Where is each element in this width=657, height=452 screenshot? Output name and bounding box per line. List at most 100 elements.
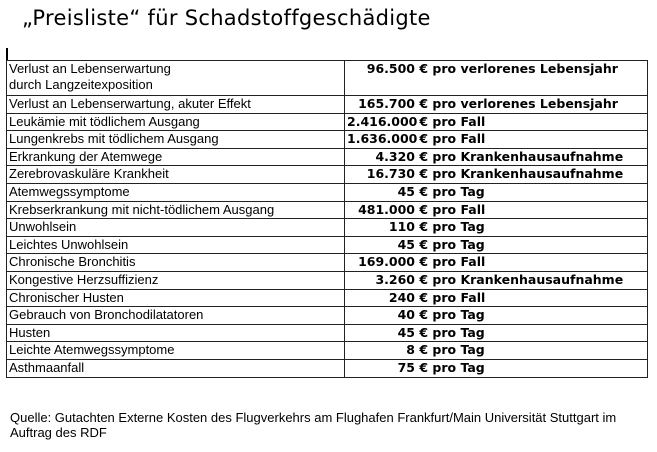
price-cell: 110 € pro Tag bbox=[344, 218, 648, 237]
amount: 75 bbox=[397, 359, 415, 375]
table-row: Kongestive Herzsuffizienz 3.260 € pro Kr… bbox=[6, 270, 648, 290]
amount: 45 bbox=[397, 324, 415, 340]
price-cell: 3.260 € pro Krankenhausaufnahme bbox=[344, 270, 648, 290]
table-row: Chronische Bronchitis 169.000 € pro Fall bbox=[6, 253, 648, 272]
price-cell: 240 € pro Fall bbox=[344, 288, 648, 308]
condition-cell: Zerebrovaskuläre Krankheit bbox=[6, 165, 345, 184]
price-cell: 16.730 € pro Krankenhausaufnahme bbox=[344, 165, 648, 184]
condition-cell: Unwohlsein bbox=[6, 218, 345, 237]
row-label: Erkrankung der Atemwege bbox=[9, 148, 163, 164]
table-row: Leukämie mit tödlichem Ausgang 2.416.000… bbox=[6, 112, 648, 132]
row-label: Chronische Bronchitis bbox=[9, 254, 136, 270]
row-label: Lungenkrebs mit tödlichem Ausgang bbox=[9, 131, 219, 147]
table-row: Gebrauch von Bronchodilatatoren 40 € pro… bbox=[6, 306, 648, 325]
price-table: Verlust an Lebenserwartung durch Langzeit… bbox=[6, 60, 648, 378]
unit: € pro Tag bbox=[419, 342, 485, 358]
amount: 165.700 bbox=[358, 96, 415, 111]
price-cell: 169.000 € pro Fall bbox=[344, 253, 648, 272]
unit: € pro Tag bbox=[419, 324, 485, 340]
condition-cell: Chronische Bronchitis bbox=[6, 253, 345, 272]
table-row: Lungenkrebs mit tödlichem Ausgang 1.636.… bbox=[6, 130, 648, 149]
condition-cell: Verlust an Lebenserwartung durch Langzeit… bbox=[6, 60, 345, 96]
price-cell: 8 € pro Tag bbox=[344, 341, 648, 360]
unit: € pro Tag bbox=[419, 359, 485, 375]
amount: 8 bbox=[406, 342, 415, 358]
row-label: Leichte Atemwegssymptome bbox=[9, 342, 175, 358]
table-row: Leichte Atemwegssymptome 8 € pro Tag bbox=[6, 341, 648, 360]
table-row: Verlust an Lebenserwartung durch Langzeit… bbox=[6, 60, 648, 96]
unit: € pro Fall bbox=[419, 201, 486, 217]
condition-cell: Leichte Atemwegssymptome bbox=[6, 341, 345, 360]
row-label-line2: durch Langzeitexposition bbox=[9, 77, 153, 92]
amount: 4.320 bbox=[375, 148, 415, 164]
price-cell: 45 € pro Tag bbox=[344, 235, 648, 255]
row-label: Husten bbox=[9, 324, 51, 340]
row-label: Zerebrovaskuläre Krankheit bbox=[9, 166, 169, 182]
table-row: Leichtes Unwohlsein 45 € pro Tag bbox=[6, 235, 648, 255]
unit: € pro Tag bbox=[419, 219, 485, 235]
row-label: Asthmaanfall bbox=[9, 359, 85, 375]
price-cell: 45 € pro Tag bbox=[344, 323, 648, 343]
table-row: Atemwegssymptome 45 € pro Tag bbox=[6, 182, 648, 202]
unit: € pro Tag bbox=[419, 307, 485, 323]
amount: 110 bbox=[388, 219, 415, 235]
unit: € pro Fall bbox=[419, 131, 486, 147]
row-label: Krebserkrankung mit nicht-tödlichem Ausg… bbox=[9, 201, 275, 217]
row-label: Unwohlsein bbox=[9, 219, 77, 235]
amount: 1.636.000 bbox=[347, 131, 418, 147]
amount: 40 bbox=[397, 307, 415, 323]
row-label: Atemwegssymptome bbox=[9, 183, 130, 199]
price-cell: 75 € pro Tag bbox=[344, 358, 648, 378]
unit: € pro Tag bbox=[419, 183, 485, 199]
condition-cell: Chronischer Husten bbox=[6, 288, 345, 308]
text-cursor bbox=[6, 48, 8, 60]
row-label: Leukämie mit tödlichem Ausgang bbox=[9, 113, 200, 129]
condition-cell: Kongestive Herzsuffizienz bbox=[6, 270, 345, 290]
amount: 169.000 bbox=[358, 254, 415, 270]
table-row: Husten 45 € pro Tag bbox=[6, 323, 648, 343]
row-label: Kongestive Herzsuffizienz bbox=[9, 271, 159, 287]
table-row: Krebserkrankung mit nicht-tödlichem Ausg… bbox=[6, 200, 648, 220]
condition-cell: Husten bbox=[6, 323, 345, 343]
table-row: Chronischer Husten 240 € pro Fall bbox=[6, 288, 648, 308]
amount: 481.000 bbox=[358, 201, 415, 217]
unit: € pro Fall bbox=[419, 113, 486, 129]
condition-cell: Lungenkrebs mit tödlichem Ausgang bbox=[6, 130, 345, 149]
row-label: Verlust an Lebenserwartung, akuter Effek… bbox=[9, 96, 251, 111]
row-label: Leichtes Unwohlsein bbox=[9, 236, 129, 252]
unit: € pro Krankenhausaufnahme bbox=[419, 271, 624, 287]
amount: 2.416.000 bbox=[347, 113, 418, 129]
condition-cell: Verlust an Lebenserwartung, akuter Effek… bbox=[6, 95, 345, 114]
row-label: Verlust an Lebenserwartung bbox=[9, 61, 171, 76]
condition-cell: Atemwegssymptome bbox=[6, 182, 345, 202]
table-row: Asthmaanfall 75 € pro Tag bbox=[6, 358, 648, 378]
price-cell: 1.636.000 € pro Fall bbox=[344, 130, 648, 149]
condition-cell: Krebserkrankung mit nicht-tödlichem Ausg… bbox=[6, 200, 345, 220]
table-row: Unwohlsein 110 € pro Tag bbox=[6, 218, 648, 237]
price-cell: 45 € pro Tag bbox=[344, 182, 648, 202]
price-cell: 4.320 € pro Krankenhausaufnahme bbox=[344, 147, 648, 167]
table-row: Zerebrovaskuläre Krankheit 16.730 € pro … bbox=[6, 165, 648, 184]
condition-cell: Asthmaanfall bbox=[6, 358, 345, 378]
condition-cell: Gebrauch von Bronchodilatatoren bbox=[6, 306, 345, 325]
unit: € pro Krankenhausaufnahme bbox=[419, 148, 624, 164]
unit: € pro Krankenhausaufnahme bbox=[419, 166, 624, 182]
amount: 45 bbox=[397, 183, 415, 199]
row-label: Gebrauch von Bronchodilatatoren bbox=[9, 307, 204, 323]
condition-cell: Leukämie mit tödlichem Ausgang bbox=[6, 112, 345, 132]
price-cell: 2.416.000 € pro Fall bbox=[344, 112, 648, 132]
amount: 96.500 bbox=[366, 61, 415, 76]
unit: € pro Tag bbox=[419, 236, 485, 252]
page-title: „Preisliste“ für Schadstoffgeschädigte bbox=[22, 6, 431, 30]
unit: € pro Fall bbox=[419, 254, 486, 270]
unit: € pro Fall bbox=[419, 289, 486, 305]
table-row: Erkrankung der Atemwege 4.320 € pro Kran… bbox=[6, 147, 648, 167]
table-row: Verlust an Lebenserwartung, akuter Effek… bbox=[6, 95, 648, 114]
condition-cell: Erkrankung der Atemwege bbox=[6, 147, 345, 167]
amount: 45 bbox=[397, 236, 415, 252]
amount: 16.730 bbox=[366, 166, 415, 182]
unit: € pro verlorenes Lebensjahr bbox=[419, 96, 618, 111]
unit: € pro verlorenes Lebensjahr bbox=[419, 61, 618, 76]
price-cell: 481.000 € pro Fall bbox=[344, 200, 648, 220]
condition-cell: Leichtes Unwohlsein bbox=[6, 235, 345, 255]
